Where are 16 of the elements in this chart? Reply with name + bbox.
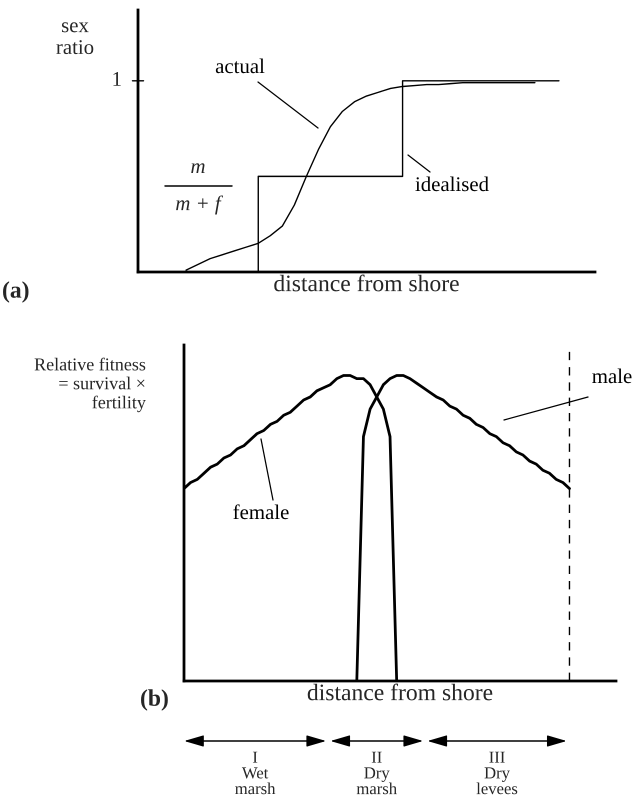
y-axis-title: Relative fitness = survival × fertility — [34, 358, 146, 412]
text: 1 — [113, 72, 121, 86]
text: (a) — [3, 281, 28, 303]
text: III Dry levees — [476, 752, 518, 794]
text: (b) — [141, 689, 168, 711]
annotation: m — [191, 163, 205, 174]
legend-label: idealised — [415, 176, 489, 192]
text: male — [592, 368, 632, 384]
x-axis-title: distance from shore — [274, 274, 459, 292]
text: female — [233, 504, 289, 520]
y-axis-title: sex ratio — [56, 22, 94, 54]
text: II Dry marsh — [356, 752, 397, 794]
text: actual — [216, 58, 264, 74]
text: I Wet marsh — [235, 752, 276, 794]
annotation: m + f — [176, 195, 224, 215]
x-axis-title: distance from shore — [308, 684, 492, 700]
